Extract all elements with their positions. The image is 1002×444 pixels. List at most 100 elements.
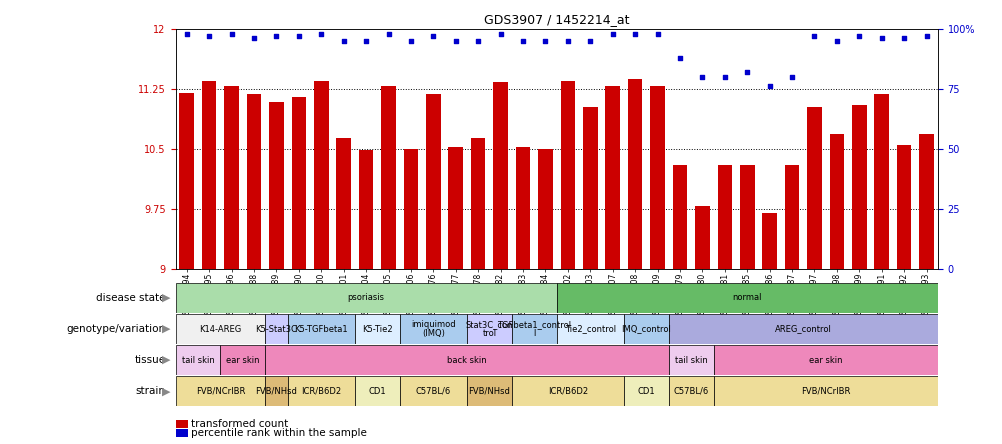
Text: tail skin: tail skin	[674, 356, 706, 365]
Bar	[220, 345, 265, 375]
Text: FVB/NHsd: FVB/NHsd	[468, 387, 510, 396]
Text: ear skin: ear skin	[225, 356, 260, 365]
Bar	[762, 213, 777, 269]
Bar	[175, 376, 265, 406]
Text: CD1: CD1	[368, 387, 386, 396]
Text: disease state: disease state	[96, 293, 165, 303]
Point	[380, 30, 396, 37]
Text: strain: strain	[135, 386, 165, 396]
Bar	[175, 345, 220, 375]
Bar	[623, 376, 668, 406]
Text: FVB/NCrIBR: FVB/NCrIBR	[195, 387, 244, 396]
Text: TGFbeta1_control
l: TGFbeta1_control l	[497, 320, 571, 338]
Point	[291, 32, 307, 40]
Point	[761, 83, 777, 90]
Point	[738, 68, 755, 75]
Bar	[265, 345, 668, 375]
Bar	[400, 376, 467, 406]
Bar	[246, 94, 261, 269]
Text: back skin: back skin	[447, 356, 486, 365]
Bar	[538, 149, 552, 269]
Bar	[336, 139, 351, 269]
Text: genotype/variation: genotype/variation	[66, 324, 165, 334]
Bar	[556, 314, 623, 344]
Point	[828, 37, 844, 44]
Bar	[515, 147, 530, 269]
Bar	[582, 107, 597, 269]
Text: K5-Stat3C: K5-Stat3C	[256, 325, 297, 333]
Bar	[668, 376, 712, 406]
Bar	[359, 150, 373, 269]
Point	[582, 37, 598, 44]
Text: ear skin: ear skin	[809, 356, 842, 365]
Bar	[288, 376, 355, 406]
Bar	[224, 87, 238, 269]
Bar	[381, 87, 396, 269]
Bar	[919, 135, 933, 269]
Bar	[265, 314, 288, 344]
Bar	[403, 149, 418, 269]
Bar	[201, 81, 216, 269]
Bar	[355, 314, 400, 344]
Point	[358, 37, 374, 44]
Bar	[426, 94, 440, 269]
Bar	[448, 147, 463, 269]
Point	[649, 30, 665, 37]
Bar	[605, 87, 619, 269]
Point	[895, 35, 911, 42]
Point	[537, 37, 553, 44]
Text: ▶: ▶	[162, 355, 170, 365]
Point	[851, 32, 867, 40]
Bar	[874, 94, 888, 269]
Point	[336, 37, 352, 44]
Text: Tie2_control: Tie2_control	[564, 325, 615, 333]
Text: FVB/NCrIBR: FVB/NCrIBR	[801, 387, 850, 396]
Point	[470, 37, 486, 44]
Point	[245, 35, 262, 42]
Point	[604, 30, 620, 37]
Bar	[560, 81, 574, 269]
Bar	[556, 283, 937, 313]
Bar	[716, 165, 731, 269]
Text: K5-Tie2: K5-Tie2	[362, 325, 392, 333]
Bar	[511, 376, 623, 406]
Point	[403, 37, 419, 44]
Bar	[896, 145, 911, 269]
Bar	[712, 345, 937, 375]
Point	[425, 32, 441, 40]
Point	[806, 32, 822, 40]
Bar	[400, 314, 467, 344]
Text: Stat3C_con
trol: Stat3C_con trol	[465, 320, 513, 338]
Title: GDS3907 / 1452214_at: GDS3907 / 1452214_at	[483, 13, 629, 26]
Bar	[712, 376, 937, 406]
Text: ▶: ▶	[162, 324, 170, 334]
Bar	[493, 83, 507, 269]
Text: CD1: CD1	[637, 387, 654, 396]
Text: IMQ_control: IMQ_control	[621, 325, 670, 333]
Text: C57BL/6: C57BL/6	[673, 387, 708, 396]
Point	[671, 54, 687, 61]
Bar	[627, 79, 641, 269]
Text: FVB/NHsd: FVB/NHsd	[256, 387, 297, 396]
Bar	[355, 376, 400, 406]
Bar	[807, 107, 821, 269]
Text: transformed count: transformed count	[190, 420, 288, 429]
Point	[201, 32, 217, 40]
Bar	[511, 314, 556, 344]
Point	[626, 30, 642, 37]
Bar	[179, 93, 193, 269]
Bar	[852, 105, 866, 269]
Bar	[288, 314, 355, 344]
Point	[269, 32, 285, 40]
Bar	[672, 165, 686, 269]
Bar	[467, 376, 511, 406]
Text: psoriasis: psoriasis	[348, 293, 384, 302]
Text: C57BL/6: C57BL/6	[415, 387, 451, 396]
Text: normal: normal	[731, 293, 762, 302]
Point	[447, 37, 463, 44]
Point	[178, 30, 194, 37]
Bar	[668, 345, 712, 375]
Point	[873, 35, 889, 42]
Bar	[471, 139, 485, 269]
Text: ▶: ▶	[162, 386, 170, 396]
